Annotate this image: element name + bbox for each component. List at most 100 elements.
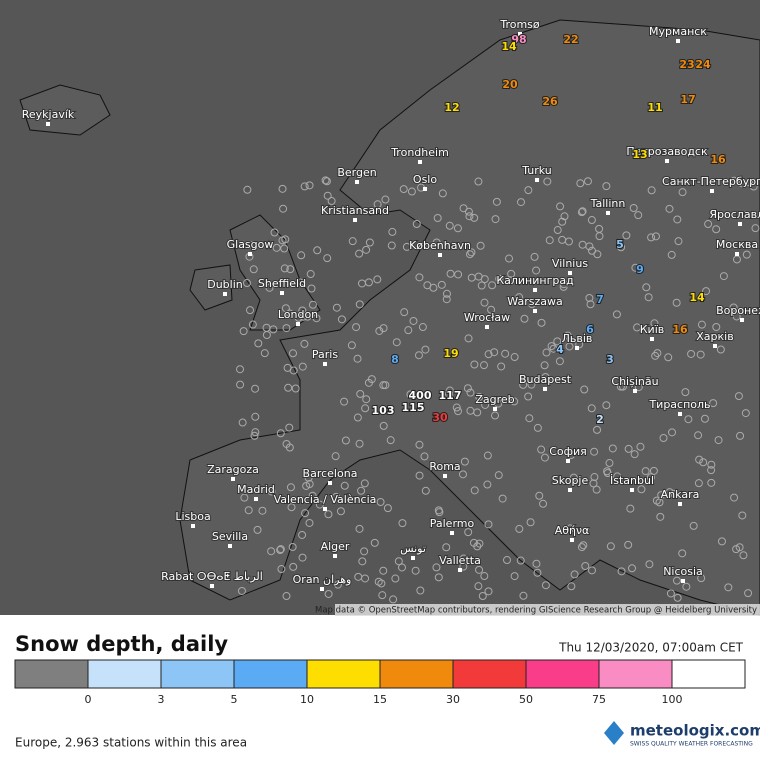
station-marker: [297, 251, 306, 260]
station-marker: [657, 491, 666, 500]
station-count: Europe, 2.963 stations within this area: [15, 736, 247, 750]
station-marker: [355, 249, 364, 258]
station-marker: [577, 543, 586, 552]
station-marker: [699, 458, 708, 467]
station-marker: [738, 179, 747, 188]
station-marker: [570, 570, 579, 579]
station-value: 3: [606, 353, 614, 366]
station-marker: [673, 593, 682, 602]
city-marker: [681, 579, 685, 583]
station-marker: [484, 350, 493, 359]
station-marker: [421, 486, 430, 495]
station-marker: [400, 308, 409, 317]
station-marker: [667, 250, 676, 259]
station-marker: [589, 479, 598, 488]
logo: meteologix.com SWISS QUALITY WEATHER FOR…: [604, 721, 760, 748]
station-marker: [347, 341, 356, 350]
station-marker: [526, 518, 535, 527]
station-marker: [520, 314, 529, 323]
station-marker: [285, 423, 294, 432]
station-marker: [569, 473, 578, 482]
station-marker: [637, 485, 646, 494]
station-marker: [459, 204, 468, 213]
station-marker: [480, 572, 489, 581]
legend-swatch: [87, 659, 162, 689]
station-marker: [464, 334, 473, 343]
station-marker: [488, 281, 497, 290]
city-label: Wrocław: [464, 311, 510, 324]
station-marker: [633, 323, 642, 332]
station-marker: [377, 579, 386, 588]
station-marker: [498, 494, 507, 503]
station-marker: [463, 384, 472, 393]
city-marker: [533, 288, 537, 292]
city-marker: [568, 271, 572, 275]
station-marker: [507, 269, 516, 278]
station-marker: [739, 551, 748, 560]
station-marker: [590, 473, 599, 482]
station-marker: [519, 591, 528, 600]
station-marker: [362, 395, 371, 404]
station-marker: [624, 540, 633, 549]
station-marker: [631, 263, 640, 272]
station-marker: [533, 568, 542, 577]
city-marker: [231, 477, 235, 481]
station-marker: [741, 409, 750, 418]
city-label: Alger: [321, 540, 350, 553]
station-marker: [416, 586, 425, 595]
station-marker: [716, 345, 725, 354]
station-marker: [354, 572, 363, 581]
station-marker: [258, 506, 267, 515]
city-marker: [575, 346, 579, 350]
station-marker: [362, 245, 371, 254]
city-marker: [665, 159, 669, 163]
station-marker: [630, 450, 639, 459]
station-marker: [337, 315, 346, 324]
station-marker: [707, 460, 716, 469]
city-label: Мурманск: [649, 25, 707, 38]
station-marker: [585, 293, 594, 302]
station-marker: [510, 572, 519, 581]
station-marker: [251, 384, 260, 393]
station-marker: [475, 539, 484, 548]
station-marker: [751, 224, 760, 233]
station-marker: [298, 530, 307, 539]
station-value: 14: [501, 40, 517, 53]
station-marker: [459, 562, 468, 571]
station-marker: [464, 528, 473, 537]
station-marker: [732, 545, 741, 554]
station-marker: [383, 504, 392, 513]
city-marker: [650, 337, 654, 341]
city-marker: [710, 189, 714, 193]
station-marker: [587, 216, 596, 225]
station-marker: [541, 373, 550, 382]
city-marker: [678, 502, 682, 506]
station-markers: [236, 176, 760, 604]
station-marker: [272, 243, 281, 252]
station-marker: [375, 326, 384, 335]
station-marker: [515, 524, 524, 533]
station-marker: [286, 265, 295, 274]
station-marker: [543, 177, 552, 186]
station-marker: [707, 478, 716, 487]
station-marker: [360, 479, 369, 488]
station-marker: [592, 485, 601, 494]
station-marker: [381, 381, 390, 390]
station-marker: [289, 562, 298, 571]
station-marker: [575, 340, 584, 349]
station-marker: [556, 202, 565, 211]
legend-swatch: [14, 659, 89, 689]
city-label: Valletta: [439, 554, 481, 567]
city-label: Reykjavík: [22, 108, 75, 121]
station-marker: [357, 486, 366, 495]
station-marker: [296, 278, 305, 287]
station-marker: [323, 254, 332, 263]
station-marker: [474, 177, 483, 186]
station-marker: [433, 213, 442, 222]
station-marker: [249, 265, 258, 274]
station-marker: [467, 248, 476, 257]
city-label: Oslo: [413, 173, 437, 186]
logo-tagline: SWISS QUALITY WEATHER FORECASTING: [630, 741, 753, 748]
station-marker: [586, 300, 595, 309]
